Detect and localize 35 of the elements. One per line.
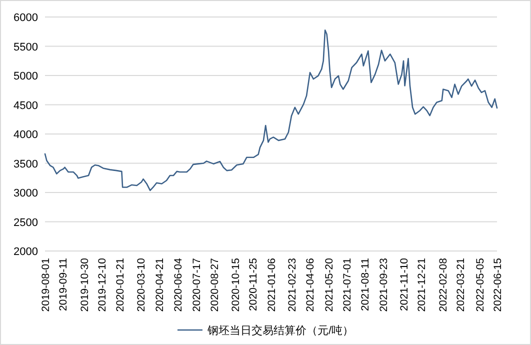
x-tick-label: 2020-07-17 [191, 258, 204, 312]
legend-label: 钢坯当日交易结算价（元/吨） [206, 324, 354, 337]
x-tick-label: 2022-03-21 [454, 258, 467, 312]
y-tick-label: 6000 [14, 12, 38, 24]
y-tick-label: 3500 [14, 158, 38, 170]
x-tick-label: 2020-08-27 [208, 258, 221, 312]
x-tick-label: 2021-09-23 [378, 258, 390, 312]
y-tick-label: 3000 [14, 188, 38, 200]
x-tick-label: 2022-02-08 [437, 258, 450, 312]
x-tick-label: 2019-09-11 [58, 258, 70, 311]
x-tick-label: 2021-04-06 [304, 258, 317, 312]
x-tick-label: 2022-06-15 [492, 258, 504, 312]
x-tick-label: 2019-12-10 [96, 258, 108, 312]
y-tick-label: 4500 [14, 100, 38, 112]
y-tick-label: 2000 [14, 246, 38, 258]
x-tick-label: 2020-11-25 [248, 258, 260, 311]
y-tick-label: 4000 [14, 129, 38, 141]
y-tick-label: 5000 [14, 70, 38, 82]
x-tick-label: 2019-10-30 [78, 258, 91, 312]
x-tick-label: 2021-12-21 [416, 258, 428, 312]
x-tick-label: 2019-08-01 [40, 258, 52, 312]
x-tick-label: 2021-07-01 [342, 258, 354, 312]
x-tick-label: 2020-06-04 [172, 258, 185, 312]
y-tick-label: 2500 [14, 216, 38, 229]
x-tick-label: 2022-05-05 [474, 258, 486, 312]
y-tick-label: 5500 [14, 41, 38, 54]
x-tick-label: 2021-01-06 [266, 258, 278, 312]
x-tick-label: 2021-05-20 [324, 258, 336, 312]
x-tick-label: 2021-02-23 [286, 258, 298, 312]
x-tick-label: 2020-10-15 [230, 258, 242, 312]
x-tick-label: 2021-11-10 [398, 258, 410, 311]
x-tick-label: 2020-01-21 [114, 258, 127, 312]
x-tick-label: 2020-04-21 [154, 258, 166, 312]
x-tick-label: 2021-08-11 [359, 258, 372, 311]
x-tick-label: 2020-03-10 [136, 258, 148, 312]
